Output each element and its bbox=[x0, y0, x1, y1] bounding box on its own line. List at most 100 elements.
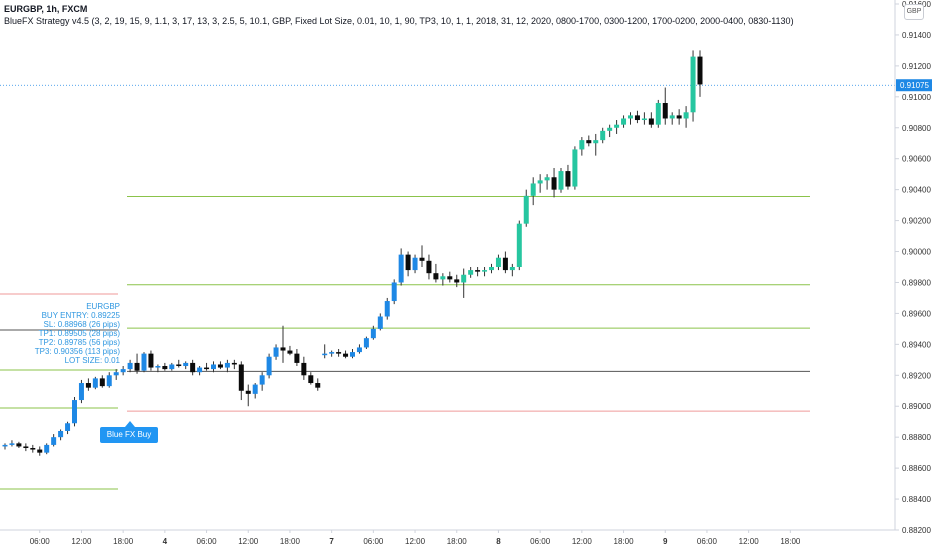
candle bbox=[600, 127, 606, 144]
trade-info-sl: SL: 0.88968 (26 pips) bbox=[43, 320, 121, 329]
candle bbox=[356, 344, 362, 354]
candle bbox=[315, 378, 321, 391]
candle bbox=[412, 254, 418, 274]
candle bbox=[489, 263, 494, 274]
candle bbox=[697, 50, 703, 97]
candle-body bbox=[572, 149, 578, 187]
x-tick-label: 12:00 bbox=[572, 537, 593, 546]
candle bbox=[217, 361, 223, 370]
y-tick-label: 0.89800 bbox=[902, 278, 931, 287]
candle-body bbox=[565, 171, 571, 187]
candle bbox=[370, 325, 376, 340]
candle-body bbox=[85, 383, 91, 388]
candle bbox=[127, 359, 133, 373]
y-tick-label: 0.89400 bbox=[902, 340, 931, 349]
candle bbox=[676, 109, 682, 125]
candle-body bbox=[461, 274, 467, 283]
candle-body bbox=[482, 270, 488, 272]
candle-body bbox=[217, 364, 223, 368]
candle-body bbox=[155, 366, 161, 368]
y-tick-label: 0.90600 bbox=[902, 155, 931, 164]
candle-body bbox=[586, 140, 592, 144]
candle-body bbox=[148, 353, 154, 368]
candle bbox=[377, 313, 383, 331]
candle-body bbox=[315, 383, 321, 388]
candle-body bbox=[78, 383, 84, 401]
x-tick-label: 12:00 bbox=[739, 537, 760, 546]
y-tick-label: 0.88600 bbox=[902, 464, 931, 473]
y-tick-label: 0.91400 bbox=[902, 31, 931, 40]
currency-button[interactable]: GBP bbox=[904, 4, 924, 20]
candle bbox=[495, 254, 501, 271]
candle bbox=[523, 189, 529, 227]
candle-body bbox=[30, 448, 36, 450]
candle bbox=[454, 274, 460, 288]
candle-body bbox=[190, 362, 196, 373]
candle-body bbox=[398, 254, 404, 283]
candle bbox=[384, 297, 390, 320]
candle bbox=[44, 443, 50, 455]
x-tick-label: 4 bbox=[163, 537, 168, 546]
candle-body bbox=[197, 367, 203, 373]
candle-body bbox=[634, 115, 640, 121]
candle-body bbox=[23, 446, 29, 449]
x-tick-label: 12:00 bbox=[405, 537, 426, 546]
buy-signal-label[interactable]: Blue FX Buy bbox=[100, 427, 158, 443]
signal-arrow-icon bbox=[125, 421, 135, 427]
y-tick-label: 0.90000 bbox=[902, 248, 931, 257]
y-tick-label: 0.88200 bbox=[902, 526, 931, 535]
candle bbox=[607, 124, 613, 138]
candle-body bbox=[516, 223, 522, 267]
candle-body bbox=[322, 353, 328, 356]
candle-body bbox=[58, 430, 64, 438]
candle bbox=[683, 106, 689, 128]
candle-body bbox=[523, 195, 529, 224]
candle bbox=[294, 348, 300, 367]
candle-body bbox=[391, 282, 397, 302]
x-tick-label: 8 bbox=[496, 537, 501, 546]
candle-body bbox=[363, 338, 369, 348]
candle bbox=[502, 251, 508, 274]
candle bbox=[593, 133, 599, 156]
candle-body bbox=[301, 362, 307, 376]
y-tick-label: 0.90400 bbox=[902, 186, 931, 195]
candle-body bbox=[127, 362, 133, 370]
candle bbox=[669, 112, 675, 125]
candle-body bbox=[16, 443, 22, 447]
candle-body bbox=[162, 366, 168, 370]
candle bbox=[141, 352, 147, 373]
candle bbox=[85, 378, 91, 391]
trade-info-symbol: EURGBP bbox=[86, 302, 120, 311]
candle bbox=[662, 87, 668, 125]
candle bbox=[113, 369, 119, 380]
candle bbox=[2, 443, 8, 450]
candle bbox=[287, 345, 293, 356]
candle bbox=[572, 146, 578, 190]
x-tick-label: 12:00 bbox=[238, 537, 259, 546]
y-tick-label: 0.88800 bbox=[902, 433, 931, 442]
candle bbox=[231, 359, 237, 370]
x-tick-label: 18:00 bbox=[780, 537, 801, 546]
candle bbox=[252, 383, 258, 399]
candle bbox=[72, 396, 77, 427]
trade-info-tp1: TP1: 0.89505 (28 pips) bbox=[38, 329, 120, 338]
candle-body bbox=[405, 254, 411, 271]
candle-body bbox=[579, 140, 585, 150]
candle bbox=[204, 362, 210, 371]
candle bbox=[280, 325, 286, 363]
trade-info-lot-size: LOT SIZE: 0.01 bbox=[64, 356, 120, 365]
candle-body bbox=[530, 183, 536, 196]
candle bbox=[65, 421, 71, 435]
candle-body bbox=[426, 260, 432, 274]
x-tick-label: 18:00 bbox=[113, 537, 134, 546]
candle bbox=[301, 356, 307, 380]
candle-body bbox=[259, 375, 265, 385]
candle bbox=[245, 384, 251, 407]
candle-body bbox=[336, 352, 342, 354]
candle-body bbox=[558, 171, 564, 190]
x-tick-label: 18:00 bbox=[280, 537, 301, 546]
candle bbox=[162, 362, 168, 371]
candle-body bbox=[377, 316, 383, 329]
y-tick-label: 0.89200 bbox=[902, 371, 931, 380]
